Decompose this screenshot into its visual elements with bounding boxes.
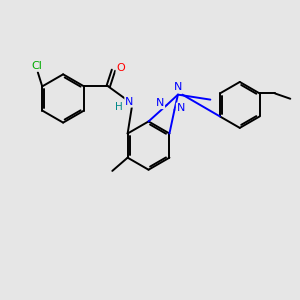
Text: N: N <box>156 98 164 108</box>
Text: H: H <box>115 102 123 112</box>
Text: N: N <box>174 82 182 92</box>
Text: Cl: Cl <box>31 61 42 71</box>
Text: O: O <box>116 63 125 73</box>
Text: N: N <box>177 103 185 113</box>
Text: N: N <box>125 97 134 107</box>
